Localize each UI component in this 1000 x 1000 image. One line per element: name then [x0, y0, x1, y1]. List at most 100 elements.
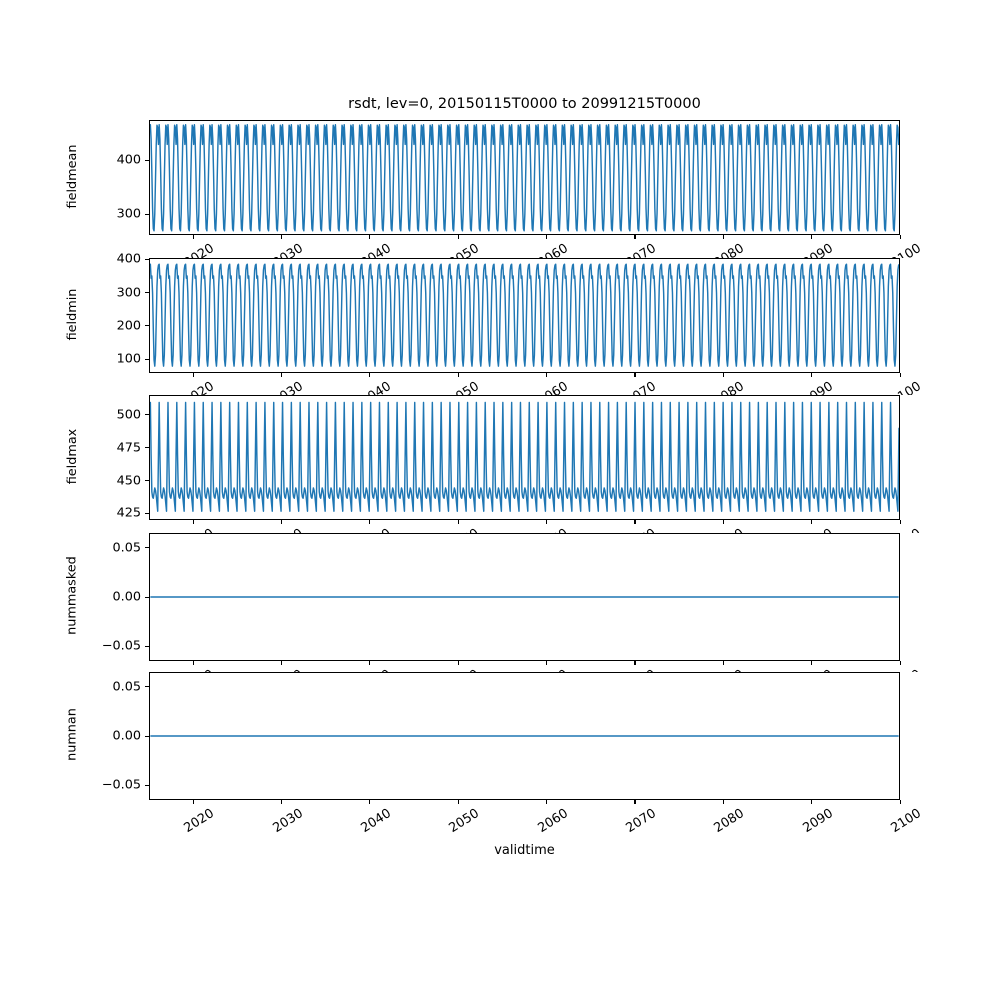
- x-tick-label: 2020: [107, 667, 218, 672]
- plot-area-fieldmax: [150, 396, 899, 519]
- y-tick-label-fieldmin: 300: [116, 285, 141, 301]
- x-tick-mark: [192, 661, 194, 665]
- y-tick-label-nummasked: −0.05: [101, 638, 141, 654]
- y-tick-mark: [145, 735, 149, 737]
- y-tick-mark: [145, 358, 149, 360]
- plot-area-numnan: [150, 735, 899, 737]
- x-tick-mark: [546, 235, 548, 239]
- x-tick-mark: [634, 661, 636, 665]
- x-tick-mark: [899, 800, 901, 804]
- y-tick-label-numnan: −0.05: [101, 777, 141, 793]
- y-tick-mark: [145, 547, 149, 549]
- x-tick-mark: [369, 235, 371, 239]
- x-tick-label: 2020: [181, 806, 218, 836]
- y-tick-mark: [145, 292, 149, 294]
- y-tick-mark: [145, 213, 149, 215]
- x-tick-mark: [634, 373, 636, 377]
- chart-title: rsdt, lev=0, 20150115T0000 to 20991215T0…: [348, 96, 701, 112]
- x-tick-mark: [722, 800, 724, 804]
- x-tick-mark: [369, 373, 371, 377]
- x-tick-label: 2020: [107, 526, 218, 533]
- x-tick-mark: [281, 235, 283, 239]
- x-axis-label: validtime: [494, 843, 555, 858]
- y-tick-label-fieldmax: 500: [116, 407, 141, 423]
- x-tick-mark: [457, 373, 459, 377]
- x-tick-mark: [192, 520, 194, 524]
- y-tick-label-fieldmean: 300: [116, 206, 141, 222]
- x-tick-mark: [546, 373, 548, 377]
- y-tick-label-fieldmin: 100: [116, 351, 141, 367]
- plot-area-fieldmean: [150, 121, 899, 234]
- panel-fieldmin: [149, 258, 900, 373]
- x-tick-mark: [634, 235, 636, 239]
- y-tick-label-nummasked: 0.05: [112, 540, 142, 556]
- series-fieldmax: [150, 402, 899, 511]
- x-tick-mark: [546, 661, 548, 665]
- x-tick-mark: [811, 373, 813, 377]
- y-tick-label-nummasked: 0.00: [112, 589, 142, 605]
- y-tick-mark: [145, 784, 149, 786]
- series-fieldmin: [150, 264, 899, 366]
- x-tick-mark: [192, 235, 194, 239]
- y-tick-mark: [145, 325, 149, 327]
- x-tick-mark: [369, 800, 371, 804]
- x-tick-mark: [811, 800, 813, 804]
- x-tick-mark: [281, 661, 283, 665]
- x-tick-mark: [281, 373, 283, 377]
- x-tick-mark: [634, 800, 636, 804]
- y-tick-mark: [145, 645, 149, 647]
- y-tick-mark: [145, 686, 149, 688]
- x-tick-mark: [811, 520, 813, 524]
- y-tick-label-fieldmax: 450: [116, 473, 141, 489]
- x-tick-mark: [899, 661, 901, 665]
- x-tick-mark: [457, 235, 459, 239]
- panel-fieldmax: [149, 395, 900, 520]
- x-tick-mark: [634, 520, 636, 524]
- panel-nummasked: [149, 533, 900, 661]
- x-tick-mark: [281, 800, 283, 804]
- x-tick-mark: [369, 520, 371, 524]
- x-tick-mark: [722, 520, 724, 524]
- x-tick-mark: [899, 235, 901, 239]
- y-tick-label-numnan: 0.05: [112, 679, 142, 695]
- x-tick-label: 2090: [726, 667, 836, 672]
- x-tick-mark: [722, 235, 724, 239]
- y-tick-mark: [145, 512, 149, 514]
- x-tick-mark: [369, 661, 371, 665]
- y-tick-label-fieldmin: 200: [116, 318, 141, 334]
- y-tick-label-fieldmean: 400: [116, 152, 141, 168]
- x-tick-mark: [899, 520, 901, 524]
- y-tick-mark: [145, 596, 149, 598]
- x-tick-mark: [281, 520, 283, 524]
- x-tick-label: 2020: [181, 241, 218, 258]
- x-tick-mark: [192, 373, 194, 377]
- x-tick-mark: [899, 373, 901, 377]
- x-tick-mark: [457, 800, 459, 804]
- x-tick-mark: [811, 661, 813, 665]
- panel-fieldmean: [149, 120, 900, 235]
- plot-area-fieldmin: [150, 259, 899, 372]
- y-tick-mark: [145, 258, 149, 260]
- y-tick-mark: [145, 447, 149, 449]
- x-tick-mark: [811, 235, 813, 239]
- y-tick-label-numnan: 0.00: [112, 728, 142, 744]
- x-tick-mark: [457, 661, 459, 665]
- plot-area-nummasked: [150, 596, 899, 598]
- x-tick-mark: [192, 800, 194, 804]
- x-tick-label: 2020: [181, 379, 218, 395]
- x-tick-mark: [722, 373, 724, 377]
- y-tick-label-fieldmax: 425: [116, 505, 141, 521]
- y-tick-mark: [145, 480, 149, 482]
- x-tick-mark: [546, 800, 548, 804]
- y-tick-mark: [145, 159, 149, 161]
- panel-numnan: [149, 672, 900, 800]
- y-tick-label-fieldmax: 475: [116, 440, 141, 456]
- y-tick-mark: [145, 414, 149, 416]
- x-tick-mark: [722, 661, 724, 665]
